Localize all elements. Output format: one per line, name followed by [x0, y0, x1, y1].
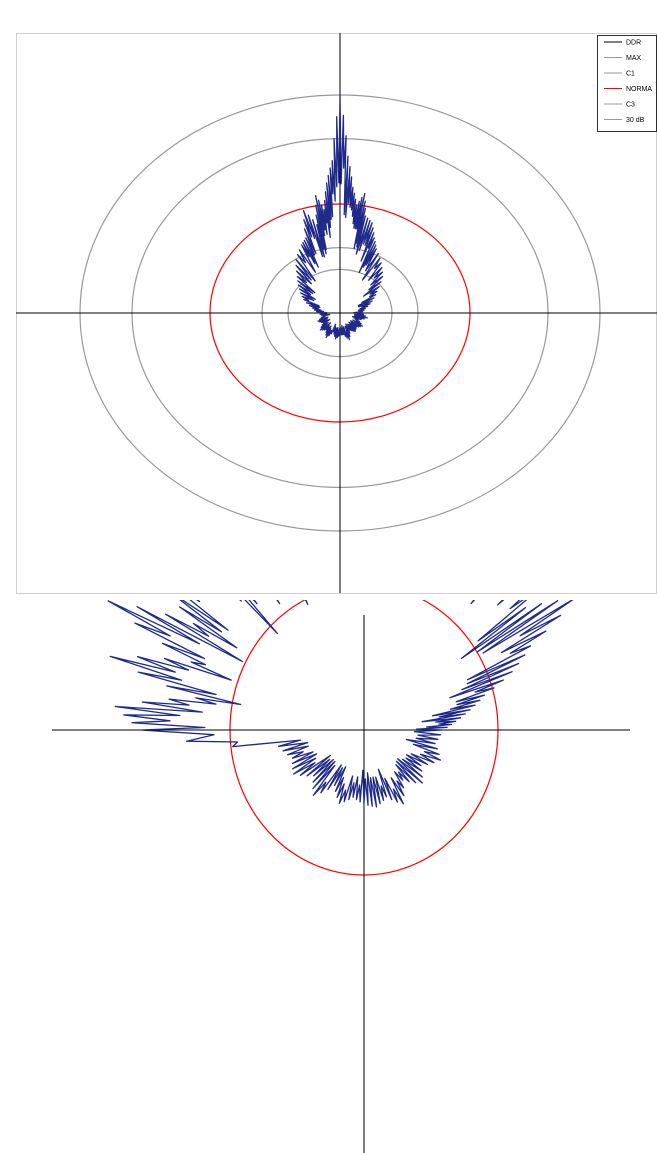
top-polar-chart: DDR MAX C1 NORMA C3 30 dB [16, 33, 657, 594]
legend-entries: DDR MAX C1 NORMA C3 30 dB [604, 40, 652, 124]
legend-label-ddr: DDR [626, 40, 641, 47]
bottom-polar-chart [52, 600, 630, 1153]
legend-label-max: MAX [626, 55, 642, 62]
bottom-series-ddr [107, 600, 574, 808]
legend-label-c1: C1 [626, 71, 635, 78]
top-series-layer [295, 94, 384, 341]
bottom-series-layer [107, 600, 574, 808]
legend-label-30-db: 30 dB [626, 117, 645, 124]
legend-label-norma: NORMA [626, 86, 652, 93]
legend-label-c3: C3 [626, 102, 635, 109]
legend: DDR MAX C1 NORMA C3 30 dB [597, 35, 657, 132]
top-series-ddr [295, 94, 384, 341]
